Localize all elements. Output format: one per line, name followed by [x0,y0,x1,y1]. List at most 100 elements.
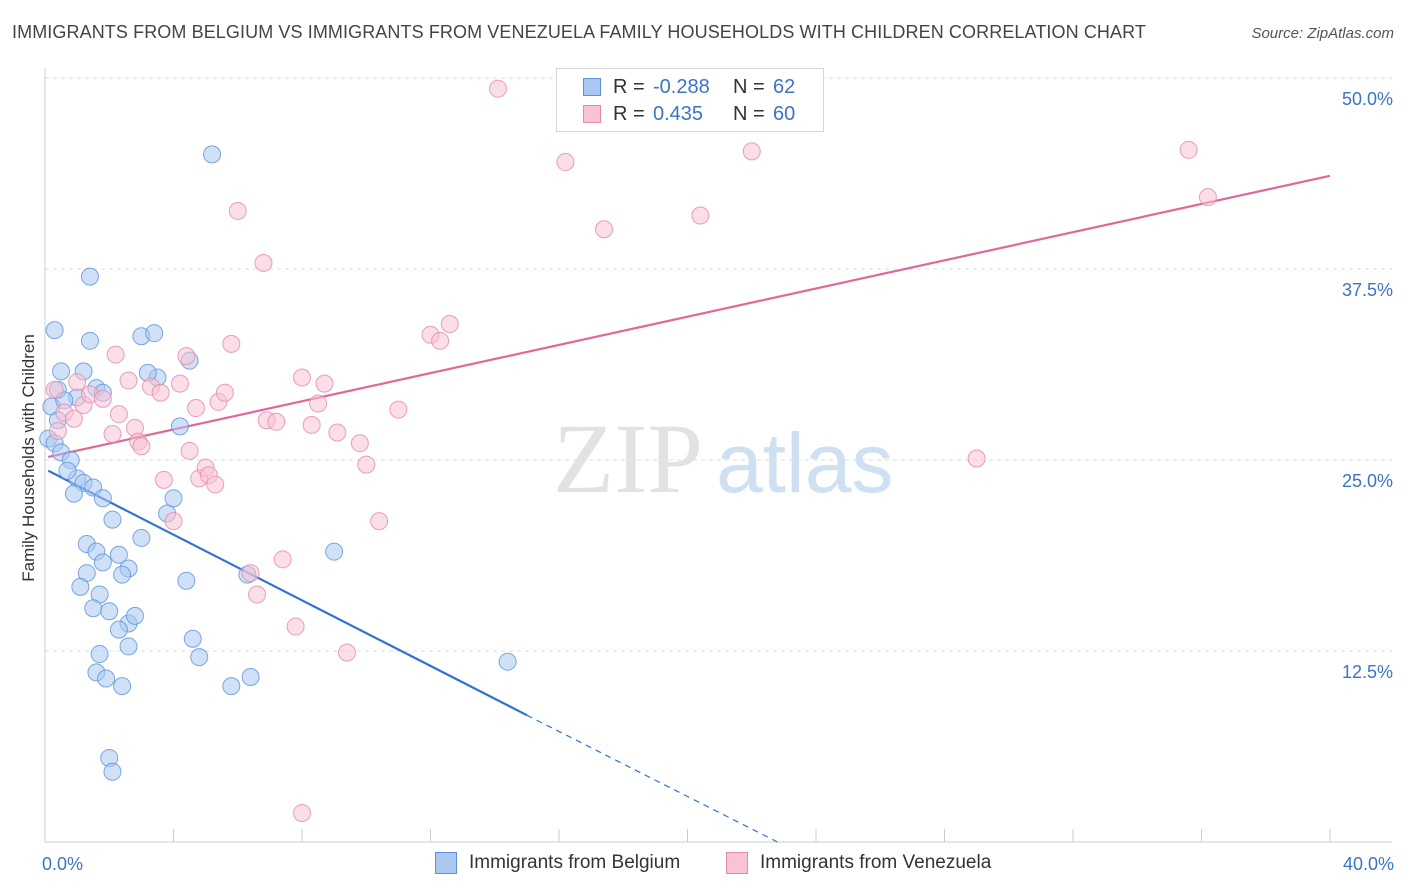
watermark: ZIP atlas [553,403,893,514]
axes [44,68,1392,843]
venezuela-point [151,383,170,402]
venezuela-point [315,374,334,393]
venezuela-point [431,331,450,350]
belgium-point [103,510,122,529]
belgium-point [52,362,71,381]
belgium-point [177,571,196,590]
belgium-point [222,677,241,696]
belgium-point [97,669,116,688]
venezuela-point [389,400,408,419]
belgium-point [113,677,132,696]
belgium-point [93,553,112,572]
r-label: R = [613,102,645,125]
belgium-point [45,321,64,340]
venezuela-point [164,512,183,531]
venezuela-point [350,434,369,453]
venezuela-point [293,368,311,387]
venezuela-point [109,405,128,424]
r-label: R = [613,75,645,98]
venezuela-point [1179,140,1198,159]
venezuela-point [337,643,356,662]
venezuela-point [228,201,247,220]
watermark-atlas: atlas [716,416,893,510]
venezuela-point [180,441,199,460]
n-value: 62 [773,75,796,98]
venezuela-point [267,412,286,431]
y-tick-label: 37.5% [1342,280,1393,300]
trend-lines [47,174,1331,843]
legend-row-venezuela: R = 0.435 N = 60 [583,102,795,126]
venezuela-point [106,345,125,364]
venezuela-point [302,415,321,434]
belgium-point [113,565,132,584]
belgium-point [71,577,90,596]
belgium-point [164,489,183,508]
venezuela-point [357,455,376,474]
belgium-point [190,648,209,667]
belgium-point [80,331,99,350]
venezuela-point [370,512,389,531]
r-value: 0.435 [653,102,704,125]
correlation-legend: R = -0.288 N = 62 R = 0.435 N = 60 [556,68,824,132]
source-label: Source: ZipAtlas.com [1251,25,1394,42]
data-points [39,79,1217,822]
venezuela-point [177,347,196,366]
belgium-point [125,606,144,625]
x-tick-label: 40.0% [1343,854,1394,874]
venezuela-point [48,421,67,440]
chart-title: IMMIGRANTS FROM BELGIUM VS IMMIGRANTS FR… [12,22,1146,42]
venezuela-legend-icon [726,852,748,874]
venezuela-point [1198,188,1217,207]
venezuela-point [206,475,225,494]
belgium-point [103,762,122,781]
watermark-zip: ZIP [553,403,703,514]
belgium-point [109,545,128,564]
belgium-point [498,652,517,671]
y-tick-label: 12.5% [1342,662,1393,682]
venezuela-point [440,315,459,334]
n-label: N = [733,75,765,98]
legend-row-belgium: R = -0.288 N = 62 [583,75,795,99]
belgium-point [183,629,202,648]
belgium-point [109,620,128,639]
legend-item-venezuela[interactable]: Immigrants from Venezuela [726,852,991,874]
belgium-point [84,599,103,618]
y-tick-label: 25.0% [1342,471,1393,491]
venezuela-point [215,383,234,402]
belgium-point [100,602,119,621]
legend-label-belgium: Immigrants from Belgium [469,852,681,873]
legend-label-venezuela: Immigrants from Venezuela [760,852,992,873]
venezuela-point [742,142,761,161]
belgium-point [170,417,189,436]
venezuela-point [93,389,112,408]
venezuela-point [248,585,267,604]
legend-item-belgium[interactable]: Immigrants from Belgium [435,852,680,874]
belgium-trend-extension [526,714,778,843]
belgium-point [90,645,109,664]
venezuela-point [132,437,151,456]
venezuela-point [170,374,189,393]
venezuela-swatch-icon [583,105,601,123]
venezuela-trend-line [47,174,1331,459]
venezuela-point [68,373,87,392]
venezuela-point [103,425,122,444]
belgium-swatch-icon [583,78,601,96]
venezuela-point [293,803,311,822]
belgium-point [64,484,83,503]
venezuela-point [328,423,347,442]
r-value: -0.288 [653,75,710,98]
venezuela-point [186,399,205,418]
x-tick-label: 0.0% [42,854,83,874]
venezuela-point [64,409,83,428]
tick-labels: 12.5% 25.0% 37.5% 50.0% 0.0% 40.0% [42,89,1394,874]
venezuela-point [309,394,328,413]
n-value: 60 [773,102,796,125]
belgium-point [203,145,222,164]
venezuela-point [119,371,138,390]
belgium-point [80,267,99,286]
belgium-point [58,461,77,480]
venezuela-point [241,564,260,583]
belgium-point [132,528,151,547]
venezuela-point [286,617,305,636]
